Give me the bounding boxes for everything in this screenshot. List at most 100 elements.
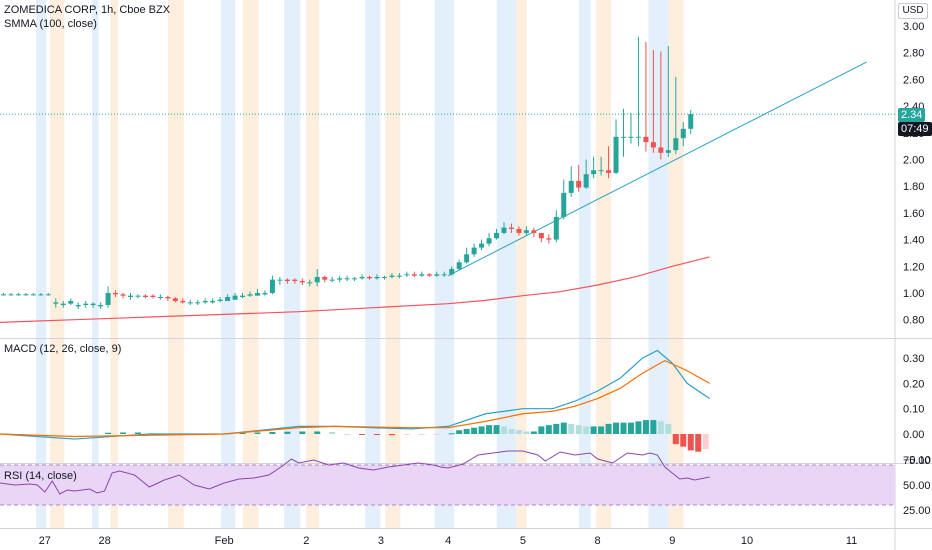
session-band [668,0,684,528]
time-axis-label: 3 [378,535,384,547]
candle-body [299,280,305,283]
candle-body [471,247,477,255]
macd-histogram-bar [388,434,395,436]
macd-histogram-bar [500,426,507,434]
macd-histogram-bar [284,431,291,434]
time-axis-label: Feb [215,535,234,547]
candle-body [479,243,485,248]
candle-body [8,294,14,296]
macd-histogram-bar [530,431,537,434]
price-tick-label: 2.60 [903,74,924,86]
macd-histogram-bar [463,428,470,434]
currency-label[interactable]: USD [898,3,928,19]
candle-body [98,305,104,307]
macd-histogram-bar [418,434,425,435]
macd-histogram-bar [575,425,582,434]
candle-body [583,174,589,188]
candle-body [374,276,380,279]
time-axis-label: 27 [39,535,51,547]
candle-body [568,180,574,193]
macd-histogram-bar [657,421,664,434]
trendline [447,61,867,277]
macd-tick-label: −0.10 [903,454,931,466]
chart-title: ZOMEDICA CORP, 1h, Cboe BZX [4,4,171,16]
macd-histogram-bar [508,428,515,434]
candle-body [15,294,21,296]
macd-histogram-bar [344,434,351,435]
session-band [168,0,184,528]
candle-body [688,114,694,129]
price-tick-label: 1.80 [903,181,924,193]
candle-body [598,170,604,172]
time-axis-label: 2 [303,535,309,547]
candle-body [217,299,223,302]
macd-histogram-bar [314,431,321,434]
macd-histogram-bar [134,432,141,434]
session-band [50,0,65,528]
candle-body [157,297,163,299]
session-band [306,0,319,528]
candle-body [389,275,395,277]
time-axis-label: 10 [741,535,753,547]
macd-tick-label: 0.30 [903,353,924,365]
candle-body [75,305,81,307]
macd-histogram-bar [448,433,455,435]
candle-body [165,297,171,299]
macd-histogram-bar [486,425,493,434]
candle-body [329,279,335,281]
price-tick-label: 1.60 [903,208,924,220]
candle-body [135,295,141,297]
macd-tick-label: 0.00 [903,429,924,441]
macd-histogram-bar [269,431,276,434]
time-axis-label: 28 [98,535,110,547]
candle-body [322,276,328,280]
macd-histogram-bar [702,434,709,450]
candle-body [337,278,343,280]
candle-body [277,279,283,281]
session-band [516,0,527,528]
session-band [35,0,47,528]
price-tick-label: 1.20 [903,261,924,273]
rsi-tick-label: 75.00 [903,455,931,467]
candle-body [30,294,36,296]
macd-histogram-bar [680,434,687,447]
last-price-tag: 2.34 [898,108,926,122]
macd-histogram-bar [374,434,380,436]
candle-body [411,274,417,276]
time-axis-label: 11 [846,535,857,547]
macd-histogram-bar [650,420,657,434]
candle-body [187,302,193,304]
macd-histogram-bar [642,420,649,434]
macd-histogram-bar [523,431,530,434]
candle-body [38,294,44,296]
price-tick-label: 3.00 [903,21,924,33]
macd-histogram-bar [515,430,522,434]
candle-body [172,298,178,302]
candle-body [284,279,290,281]
time-axis-label: 5 [520,535,526,547]
macd-histogram-bar [456,430,463,434]
candle-body [23,294,29,296]
macd-histogram-bar [627,422,634,434]
rsi-legend[interactable]: RSI (14, close) [4,470,77,482]
macd-histogram-bar [613,422,620,434]
macd-histogram-bar [635,421,642,434]
macd-histogram-bar [105,432,112,434]
smma-line [0,256,710,323]
macd-histogram-bar [672,434,679,445]
session-band [365,0,381,528]
price-tick-label: 1.40 [903,235,924,247]
candle-body [650,142,656,148]
candle-body [113,293,119,295]
candle-body [150,295,156,298]
time-axis-label: 4 [445,535,451,547]
macd-legend[interactable]: MACD (12, 26, close, 9) [4,343,122,355]
candle-body [247,294,253,296]
session-band [385,0,401,528]
macd-histogram-bar [403,434,410,436]
macd-histogram-bar [695,434,702,452]
session-band [110,0,119,528]
candle-body [494,232,500,239]
smma-legend[interactable]: SMMA (100, close) [4,18,97,30]
